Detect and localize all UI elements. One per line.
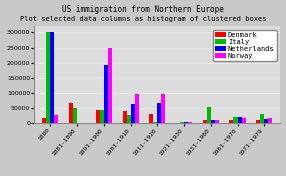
- Bar: [180, 122, 184, 123]
- Bar: [131, 103, 135, 123]
- Bar: [96, 111, 100, 123]
- Bar: [108, 48, 112, 123]
- Bar: [54, 115, 58, 123]
- Bar: [203, 120, 207, 123]
- Bar: [42, 118, 46, 123]
- Bar: [188, 122, 192, 123]
- Bar: [69, 103, 73, 123]
- Bar: [50, 32, 54, 123]
- Bar: [46, 32, 50, 123]
- Bar: [122, 111, 126, 123]
- Bar: [184, 122, 188, 123]
- Bar: [126, 115, 131, 123]
- Bar: [237, 117, 241, 123]
- Bar: [233, 117, 237, 123]
- Bar: [260, 114, 264, 123]
- Legend: Denmark, Italy, Netherlands, Norway: Denmark, Italy, Netherlands, Norway: [213, 30, 277, 61]
- Text: US immigration from Northern Europe: US immigration from Northern Europe: [62, 5, 224, 14]
- Bar: [211, 120, 215, 123]
- Bar: [207, 108, 211, 123]
- Bar: [73, 108, 77, 123]
- Text: Plot selected data columns as histogram of clustered boxes: Plot selected data columns as histogram …: [20, 16, 266, 22]
- Bar: [153, 122, 157, 123]
- Bar: [215, 120, 219, 123]
- Bar: [135, 94, 139, 123]
- Bar: [149, 114, 153, 123]
- Bar: [157, 103, 161, 123]
- Bar: [161, 94, 165, 123]
- Bar: [241, 118, 245, 123]
- Bar: [264, 119, 268, 123]
- Bar: [104, 65, 108, 123]
- Bar: [229, 120, 233, 123]
- Bar: [100, 111, 104, 123]
- Bar: [256, 121, 260, 123]
- Bar: [268, 118, 272, 123]
